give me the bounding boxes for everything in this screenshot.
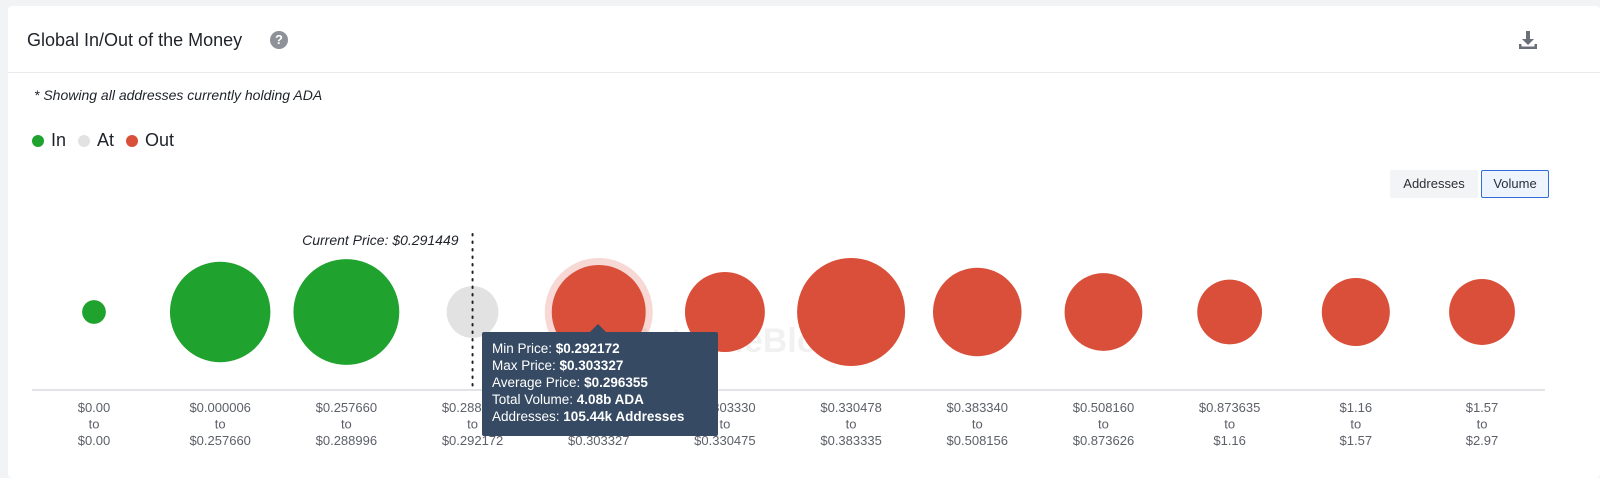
legend-out-dot-icon xyxy=(126,134,139,147)
tick-label-to: to xyxy=(972,417,983,432)
tooltip-total-volume: Total Volume: 4.08b ADA xyxy=(492,392,644,407)
tick-label-end: $1.16 xyxy=(1213,433,1246,448)
page-title: Global In/Out of the Money xyxy=(27,30,243,50)
chart-tooltip: Min Price: $0.292172 Max Price: $0.30332… xyxy=(482,324,718,436)
volume-toggle-button[interactable]: Volume xyxy=(1481,170,1549,198)
tick-label-from: $1.57 xyxy=(1466,400,1499,415)
tick-label-to: to xyxy=(1224,417,1235,432)
current-price-label: Current Price: $0.291449 xyxy=(302,232,459,248)
bubble-in[interactable] xyxy=(82,300,106,324)
tick-label-from: $0.383340 xyxy=(947,400,1008,415)
tooltip-addresses: Addresses: 105.44k Addresses xyxy=(492,409,685,424)
chart-card: Global In/Out of the Money ? xyxy=(8,6,1600,478)
tick-label-to: to xyxy=(89,417,100,432)
bubble-out[interactable] xyxy=(932,267,1022,357)
tick-label-to: to xyxy=(215,417,226,432)
bubble-out[interactable] xyxy=(797,258,906,366)
tick-label-to: to xyxy=(1098,417,1109,432)
legend-at-dot-icon xyxy=(78,134,91,147)
tick-label-from: $0.000006 xyxy=(189,400,250,415)
bubble-out[interactable] xyxy=(1197,279,1263,345)
download-icon[interactable] xyxy=(1516,28,1540,52)
tick-label-end: $0.383335 xyxy=(820,433,881,448)
tick-label-to: to xyxy=(1350,417,1361,432)
bubble-in[interactable] xyxy=(293,259,400,365)
bubble-out[interactable] xyxy=(1449,279,1515,345)
tick-label-from: $1.16 xyxy=(1340,400,1373,415)
bubble-out[interactable] xyxy=(684,272,765,352)
legend-in-dot-icon xyxy=(32,134,44,147)
tick-label-from: $0.00 xyxy=(78,400,111,415)
card-header: Global In/Out of the Money ? xyxy=(8,6,1600,73)
bubble-in[interactable] xyxy=(169,261,271,363)
legend-item-in[interactable]: In xyxy=(32,130,66,151)
tick-label-to: to xyxy=(1477,417,1488,432)
tick-label-to: to xyxy=(341,417,352,432)
legend-label-in: In xyxy=(51,130,67,150)
tick-label-end: $0.292172 xyxy=(442,433,503,448)
tooltip-max-price: Max Price: $0.303327 xyxy=(492,358,624,373)
tick-label-from: $0.508160 xyxy=(1073,400,1134,415)
tick-label-end: $0.288996 xyxy=(316,433,377,448)
tick-label-to: to xyxy=(719,417,730,432)
tick-label-end: $0.257660 xyxy=(189,433,250,448)
tick-label-end: $0.873626 xyxy=(1073,433,1134,448)
bubble-at[interactable] xyxy=(446,286,499,338)
tick-label-end: $0.508156 xyxy=(947,433,1008,448)
legend: In At Out xyxy=(32,130,186,151)
tick-label-from: $0.873635 xyxy=(1199,400,1260,415)
bubble-out[interactable] xyxy=(1064,273,1143,351)
tooltip-min-price: Min Price: $0.292172 xyxy=(492,341,620,356)
chart-note: * Showing all addresses currently holdin… xyxy=(34,87,323,103)
tick-label-from: $0.257660 xyxy=(316,400,377,415)
tick-label-end: $0.330475 xyxy=(694,433,755,448)
tick-label-end: $2.97 xyxy=(1466,433,1499,448)
tick-label-to: to xyxy=(846,417,857,432)
legend-item-out[interactable]: Out xyxy=(126,130,174,151)
bubble-out[interactable] xyxy=(1321,277,1390,347)
tick-label-end: $0.303327 xyxy=(568,433,629,448)
addresses-toggle-button[interactable]: Addresses xyxy=(1390,170,1478,198)
question-circle-icon[interactable]: ? xyxy=(270,31,288,49)
tick-label-end: $1.57 xyxy=(1340,433,1373,448)
tick-label-from: $0.330478 xyxy=(820,400,881,415)
legend-label-out: Out xyxy=(145,130,175,150)
tick-label-to: to xyxy=(467,417,478,432)
legend-item-at[interactable]: At xyxy=(78,130,114,151)
tick-label-end: $0.00 xyxy=(78,433,111,448)
legend-label-at: At xyxy=(97,130,115,150)
tooltip-average-price: Average Price: $0.296355 xyxy=(492,375,648,390)
